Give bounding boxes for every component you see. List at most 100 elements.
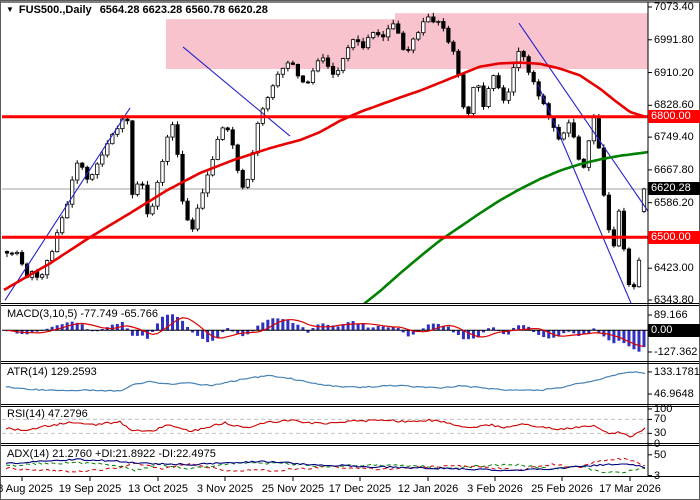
macd-histogram-bar xyxy=(291,323,295,331)
macd-histogram-bar xyxy=(406,330,410,337)
macd-panel xyxy=(2,314,648,352)
rsi-line xyxy=(5,418,646,438)
macd-histogram-bar xyxy=(110,324,114,331)
macd-histogram-bar xyxy=(256,325,260,331)
macd-histogram-bar xyxy=(236,330,240,334)
macd-histogram-bar xyxy=(181,320,185,331)
macd-histogram-bar xyxy=(351,321,355,331)
macd-histogram-bar xyxy=(481,330,485,333)
macd-histogram-bar xyxy=(346,322,350,331)
macd-histogram-bar xyxy=(281,319,285,331)
macd-histogram-bar xyxy=(582,330,586,335)
macd-signal-line xyxy=(6,317,645,347)
macd-histogram-bar xyxy=(356,323,360,331)
macd-histogram-bar xyxy=(361,323,365,331)
macd-histogram-bar xyxy=(150,330,154,332)
macd-histogram-bar xyxy=(261,322,265,331)
macd-histogram-bar xyxy=(622,330,626,344)
macd-histogram-bar xyxy=(612,330,616,344)
macd-histogram-bar xyxy=(567,330,571,332)
macd-histogram-bar xyxy=(451,330,455,333)
macd-histogram-bar xyxy=(191,330,195,333)
macd-histogram-bar xyxy=(70,321,74,331)
macd-histogram-bar xyxy=(401,330,405,333)
macd-histogram-bar xyxy=(446,326,450,331)
macd-histogram-bar xyxy=(296,324,300,331)
macd-histogram-bar xyxy=(125,328,129,331)
macd-histogram-bar xyxy=(166,314,170,331)
macd-histogram-bar xyxy=(396,328,400,331)
macd-histogram-bar xyxy=(341,324,345,331)
macd-histogram-bar xyxy=(547,330,551,339)
macd-histogram-bar xyxy=(211,330,215,341)
macd-histogram-bar xyxy=(140,330,144,336)
macd-histogram-bar xyxy=(441,325,445,331)
macd-histogram-bar xyxy=(637,330,641,352)
macd-histogram-bar xyxy=(577,330,581,336)
macd-histogram-bar xyxy=(160,316,164,331)
macd-histogram-bar xyxy=(476,330,480,338)
macd-histogram-bar xyxy=(100,328,104,331)
macd-histogram-bar xyxy=(517,325,521,331)
macd-histogram-bar xyxy=(231,330,235,332)
atr-line xyxy=(5,371,646,392)
macd-histogram-bar xyxy=(171,314,175,331)
macd-histogram-bar xyxy=(301,327,305,331)
macd-histogram-bar xyxy=(512,327,516,331)
minus-di-line xyxy=(5,457,646,473)
macd-histogram-bar xyxy=(391,326,395,331)
macd-histogram-bar xyxy=(75,322,79,331)
macd-histogram-bar xyxy=(461,330,465,340)
macd-histogram-bar xyxy=(542,330,546,338)
macd-histogram-bar xyxy=(617,330,621,341)
macd-histogram-bar xyxy=(85,329,89,331)
macd-histogram-bar xyxy=(286,319,290,331)
macd-histogram-bar xyxy=(130,330,134,336)
macd-histogram-bar xyxy=(331,325,335,331)
macd-histogram-bar xyxy=(537,330,541,335)
macd-histogram-bar xyxy=(421,328,425,331)
macd-histogram-bar xyxy=(426,324,430,331)
macd-histogram-bar xyxy=(522,325,526,331)
macd-histogram-bar xyxy=(532,330,536,333)
macd-histogram-bar xyxy=(271,318,275,331)
macd-histogram-bar xyxy=(196,330,200,336)
macd-histogram-bar xyxy=(35,330,39,332)
macd-histogram-bar xyxy=(55,325,59,331)
macd-histogram-bar xyxy=(487,328,491,331)
macd-histogram-bar xyxy=(557,330,561,336)
macd-histogram-bar xyxy=(562,330,566,334)
macd-histogram-bar xyxy=(381,326,385,331)
macd-histogram-bar xyxy=(366,327,370,331)
candlestick-series xyxy=(4,12,647,290)
macd-histogram-bar xyxy=(186,326,190,331)
macd-histogram-bar xyxy=(311,327,315,331)
macd-histogram-bar xyxy=(627,330,631,347)
macd-histogram-bar xyxy=(471,330,475,339)
macd-histogram-bar xyxy=(201,330,205,339)
macd-histogram-bar xyxy=(316,324,320,331)
macd-histogram-bar xyxy=(492,327,496,331)
macd-histogram-bar xyxy=(587,330,591,334)
trendline xyxy=(537,84,632,304)
macd-histogram-bar xyxy=(572,330,576,334)
macd-histogram-bar xyxy=(221,330,225,333)
atr-panel xyxy=(5,371,646,392)
macd-histogram-bar xyxy=(456,330,460,336)
macd-histogram-bar xyxy=(206,330,210,343)
price-axis[interactable] xyxy=(648,2,700,477)
macd-histogram-bar xyxy=(145,330,149,339)
time-axis[interactable] xyxy=(0,478,700,500)
moving-average-red xyxy=(3,61,647,292)
trendline xyxy=(4,107,131,301)
macd-histogram-bar xyxy=(80,324,84,331)
macd-histogram-bar xyxy=(216,330,220,338)
macd-histogram-bar xyxy=(276,318,280,331)
macd-histogram-bar xyxy=(155,323,159,331)
macd-histogram-bar xyxy=(45,328,49,331)
adx-panel xyxy=(5,457,646,474)
macd-histogram-bar xyxy=(607,330,611,341)
trendline xyxy=(182,46,291,137)
